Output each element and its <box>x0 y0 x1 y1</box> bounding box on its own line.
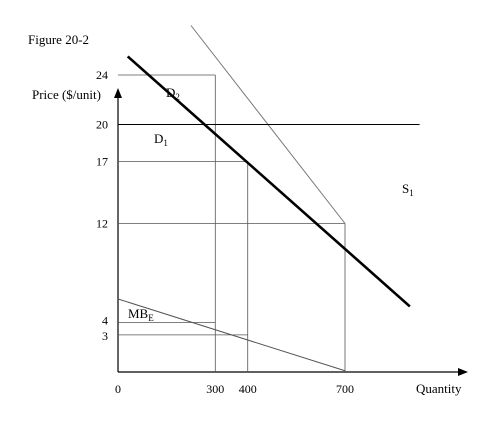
y-axis-label: Price ($/unit) <box>32 87 101 102</box>
y-tick-label: 20 <box>96 118 108 132</box>
y-tick-label: 3 <box>102 329 108 343</box>
x-axis-label: Quantity <box>416 381 462 396</box>
x-tick-label: 400 <box>239 382 257 396</box>
series-label-mbe: MBE <box>128 306 154 323</box>
series-label-d2: D2 <box>166 85 180 102</box>
series-line-d1 <box>126 55 411 308</box>
series-line-mbe <box>117 298 346 372</box>
x-tick-label: 300 <box>206 382 224 396</box>
y-tick-label: 24 <box>96 68 108 82</box>
y-tick-label: 17 <box>96 155 108 169</box>
x-tick-label: 0 <box>115 382 121 396</box>
series-label-d1: D1 <box>154 131 168 148</box>
y-tick-label: 4 <box>102 314 108 328</box>
y-axis-arrow <box>114 88 122 98</box>
figure-title: Figure 20-2 <box>28 32 90 47</box>
series-label-s1: S1 <box>402 181 414 198</box>
y-tick-label: 12 <box>96 217 108 231</box>
x-axis-arrow <box>458 368 468 376</box>
x-tick-label: 700 <box>336 382 354 396</box>
